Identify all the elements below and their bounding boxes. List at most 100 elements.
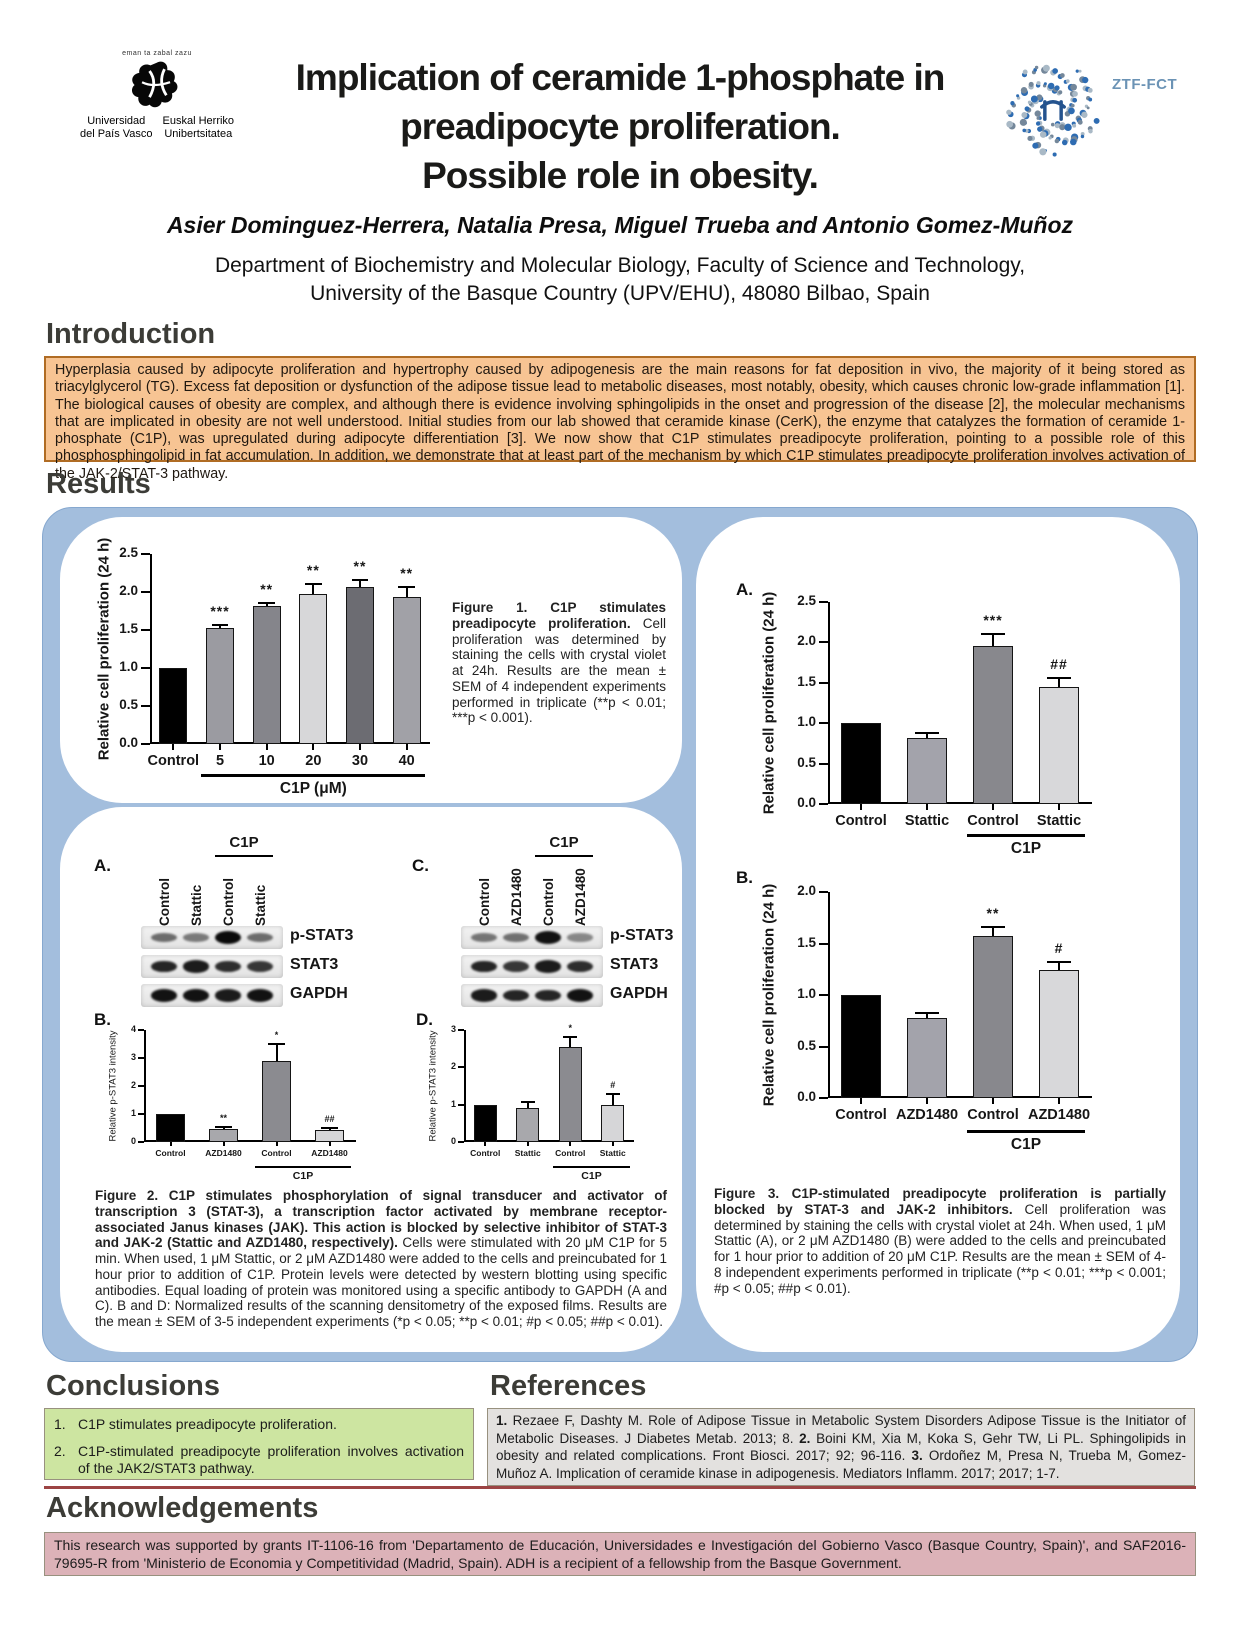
- x-tick-mark: [222, 1142, 225, 1146]
- error-bar-line: [275, 1044, 278, 1061]
- x-tick-mark: [526, 1142, 529, 1146]
- blot-strip: [141, 955, 283, 978]
- x-tick-label: AZD1480: [205, 1148, 242, 1158]
- error-bar-cap: [320, 1127, 339, 1129]
- upv-ehu-logo: eman ta zabal zazu Universidad del País …: [72, 50, 242, 168]
- conclusion-item-2: 2. C1P-stimulated preadipocyte prolifera…: [54, 1443, 464, 1478]
- figure2-blot-a: C1P Control Stattic Control Stattic p-STAT3 ST…: [108, 834, 408, 1020]
- axis-bracket: [553, 1166, 630, 1168]
- bar: [1039, 970, 1079, 1098]
- error-bar-cap: [267, 1043, 286, 1045]
- y-tick-label: 0.5: [797, 1037, 816, 1053]
- blot-band: [215, 960, 241, 973]
- x-tick-label: Control: [261, 1148, 292, 1158]
- authors-line: Asier Dominguez-Herrera, Natalia Presa, …: [166, 212, 1074, 238]
- axis-bracket: [201, 774, 426, 777]
- bar: [558, 1046, 582, 1142]
- y-tick-label: 2.5: [119, 545, 138, 560]
- blot-band: [535, 989, 561, 1002]
- bar: [208, 1129, 239, 1142]
- y-tick-mark: [458, 1141, 464, 1143]
- y-tick-mark: [819, 1097, 828, 1099]
- y-tick-mark: [819, 641, 828, 644]
- blot-band: [215, 931, 241, 944]
- x-tick-mark: [611, 1142, 614, 1146]
- blot-strip: [461, 955, 603, 978]
- blot-band: [567, 960, 593, 973]
- blot-band: [471, 989, 497, 1002]
- error-bar-line: [992, 634, 994, 647]
- x-tick-mark: [172, 744, 175, 750]
- y-tick-label: 1.0: [119, 659, 138, 674]
- x-tick-label: Control: [967, 813, 1019, 829]
- conclusions-box: 1. C1P stimulates preadipocyte prolifera…: [44, 1408, 474, 1480]
- error-bar-line: [359, 579, 361, 587]
- title-line-2: preadipocyte proliferation.: [400, 105, 841, 147]
- bar: [841, 723, 881, 804]
- reference-2-number: 2.: [799, 1430, 811, 1446]
- x-tick-label: Stattic: [599, 1148, 626, 1158]
- y-tick-mark: [819, 762, 828, 765]
- x-tick-label: Stattic: [514, 1148, 541, 1158]
- blot-band: [503, 960, 529, 973]
- y-tick-mark: [141, 553, 150, 555]
- figure3-caption: Figure 3. C1P-stimulated preadipocyte pr…: [714, 1186, 1166, 1296]
- upv-name-spanish: Universidad del País Vasco: [79, 115, 153, 140]
- blot-band: [567, 933, 593, 942]
- x-tick-label: Control: [155, 1148, 186, 1158]
- blot-band: [183, 989, 209, 1002]
- x-tick-label: Control: [835, 1107, 887, 1123]
- x-tick-label: Control: [967, 1107, 1019, 1123]
- x-tick-mark: [219, 744, 221, 750]
- x-tick-mark: [265, 744, 268, 750]
- lane-label: Control: [156, 878, 172, 926]
- title-line-3: Possible role in obesity.: [422, 154, 819, 196]
- y-tick-label: 0.0: [797, 795, 816, 810]
- error-bar-cap: [520, 1101, 535, 1104]
- y-tick-label: 3: [450, 1024, 456, 1034]
- y-tick-mark: [141, 667, 150, 669]
- lane-label: Control: [220, 878, 236, 926]
- x-tick-mark: [359, 744, 361, 750]
- conclusion-item-1: 1. C1P stimulates preadipocyte prolifera…: [54, 1416, 464, 1434]
- bar: [159, 668, 188, 744]
- error-bar-line: [926, 732, 928, 738]
- reference-3-number: 3.: [911, 1448, 923, 1464]
- axis-bracket: [966, 1130, 1086, 1133]
- y-tick-label: 0: [450, 1136, 456, 1146]
- acknowledgements-box: This research was supported by grants IT…: [44, 1532, 1196, 1576]
- ztf-fct-logo: ZTF-FCT: [1000, 56, 1200, 168]
- x-tick-label: 40: [398, 753, 415, 769]
- affiliation-line-2: University of the Basque Country (UPV/EH…: [310, 282, 930, 306]
- error-bar-cap: [304, 583, 322, 586]
- significance-label: **: [986, 905, 1000, 922]
- figure1-caption-body: Cell proliferation was determined by sta…: [452, 615, 666, 726]
- blot-bracket-label: C1P: [549, 834, 579, 851]
- bar: [261, 1060, 292, 1142]
- x-tick-mark: [328, 1142, 331, 1146]
- x-tick-mark: [1058, 1098, 1060, 1104]
- error-bar-cap: [398, 585, 416, 588]
- reference-1-number: 1.: [496, 1413, 508, 1428]
- x-tick-mark: [169, 1142, 172, 1146]
- x-tick-label: Stattic: [1036, 813, 1082, 829]
- error-bar-line: [265, 602, 268, 607]
- significance-label: *: [568, 1022, 572, 1033]
- figure3-caption-lead: Figure 3. C1P-stimulated preadipocyte pr…: [714, 1186, 1166, 1217]
- error-bar-cap: [915, 731, 939, 734]
- blot-row-label: p-STAT3: [610, 926, 674, 944]
- x-tick-label: 5: [215, 753, 225, 769]
- y-tick-label: 0: [130, 1136, 136, 1146]
- y-tick-mark: [819, 1045, 828, 1048]
- upv-tree-symbol-icon: [132, 61, 178, 108]
- y-tick-mark: [141, 629, 150, 631]
- bar: [601, 1104, 625, 1142]
- figure3-panel: [696, 517, 1180, 1352]
- blot-row-label: p-STAT3: [290, 926, 354, 944]
- title-line-1: Implication of ceramide 1-phosphate in: [295, 57, 946, 98]
- blot-band: [535, 960, 561, 973]
- figure1-chart: 0.0 0.5 1.0 1.5 2.0 2.5 Relative cell prolifer…: [88, 538, 440, 820]
- significance-label: **: [306, 562, 320, 579]
- blot-row-label: STAT3: [290, 955, 339, 973]
